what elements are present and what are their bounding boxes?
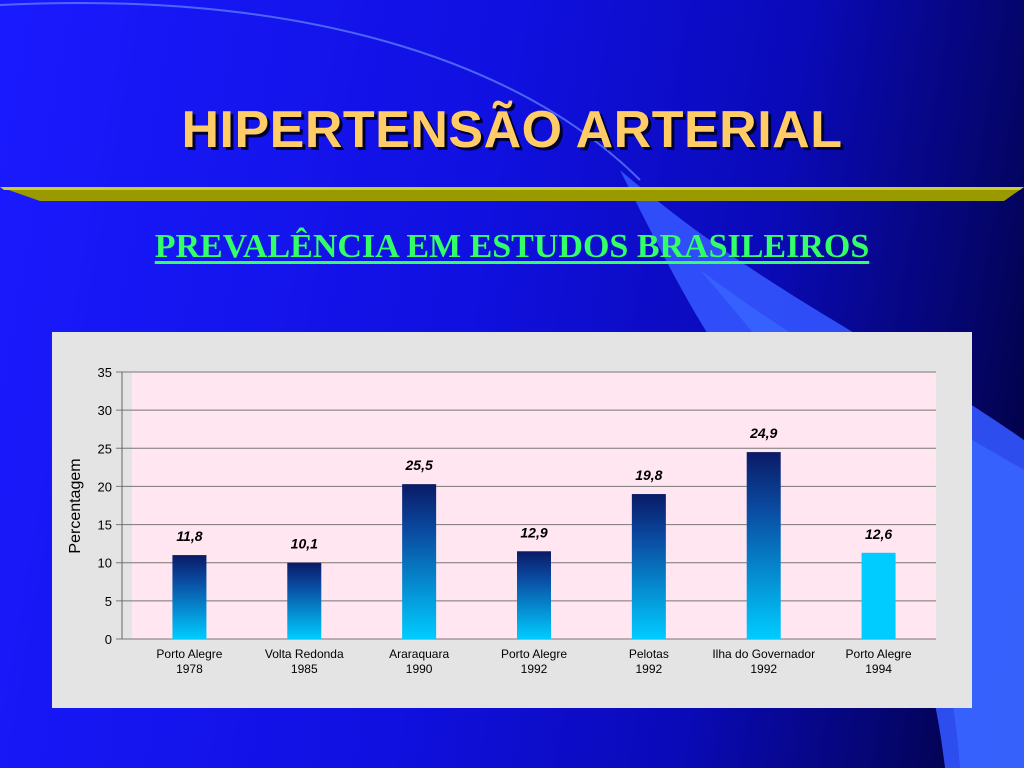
bar-5 [746,452,781,639]
y-tick-label: 20 [98,479,112,494]
x-category-label: Araraquara [389,647,449,661]
slide-subtitle: PREVALÊNCIA EM ESTUDOS BRASILEIROS [154,228,870,265]
x-category-label: Porto Alegre [501,647,567,661]
y-tick-label: 35 [98,365,112,380]
data-label: 12,9 [520,524,547,540]
bar-2 [402,484,437,639]
data-label: 19,8 [635,467,662,483]
x-category-year: 1992 [750,662,777,676]
y-axis-title: Percentagem [67,458,84,553]
x-category-label: Ilha do Governador [712,647,815,661]
y-tick-label: 15 [98,518,112,533]
slide-title: HIPERTENSÃO ARTERIAL [181,101,843,159]
x-category-year: 1994 [865,662,892,676]
bar-1 [287,562,322,639]
data-label: 11,8 [176,528,202,544]
x-category-year: 1992 [521,662,548,676]
x-category-label: Porto Alegre [156,647,222,661]
x-category-year: 1985 [291,662,318,676]
y-tick-label: 0 [105,632,112,647]
chart-panel: 0 5 10 15 20 25 30 35 11,8 Porto Alegre 1978 10,1 Vo… [52,332,972,708]
gridlines [116,371,936,640]
x-category-label: Pelotas [629,647,669,661]
x-category-label: Porto Alegre [846,647,912,661]
y-tick-label: 25 [98,441,112,456]
bar-3 [517,551,551,639]
bar-0 [172,555,207,639]
x-category-year: 1978 [176,662,203,676]
y-tick-label: 10 [98,556,112,571]
data-label: 12,6 [865,526,892,542]
bar-6 [861,552,896,639]
data-label: 25,5 [405,457,433,473]
y-tick-label: 30 [98,403,112,418]
x-category-year: 1990 [406,662,433,676]
data-label: 10,1 [291,536,318,552]
title-rule [0,187,1024,201]
x-category-label: Volta Redonda [265,647,344,661]
bars [172,452,896,639]
y-tick-label: 5 [105,594,112,609]
bar-4 [631,494,666,639]
data-label: 24,9 [749,425,777,441]
x-category-year: 1992 [636,662,663,676]
